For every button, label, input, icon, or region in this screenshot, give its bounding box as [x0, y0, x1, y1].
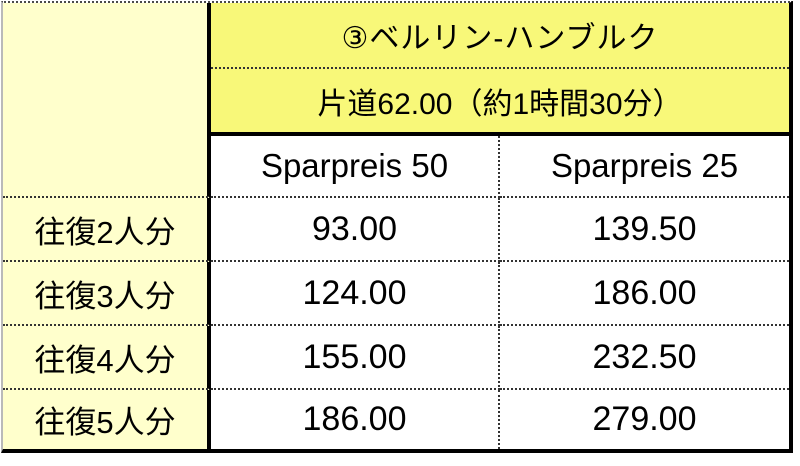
row-label-4-persons: 往復4人分 [3, 326, 211, 390]
corner-cell [3, 3, 211, 198]
row-label-5-persons: 往復5人分 [3, 390, 211, 449]
column-header-sparpreis-50: Sparpreis 50 [211, 136, 500, 198]
one-way-fare-note: 片道62.00（約1時間30分） [211, 69, 789, 136]
price-5-persons-sparpreis50: 186.00 [211, 390, 500, 449]
price-3-persons-sparpreis50: 124.00 [211, 262, 500, 326]
price-4-persons-sparpreis25: 232.50 [500, 326, 789, 390]
price-4-persons-sparpreis50: 155.00 [211, 326, 500, 390]
column-header-sparpreis-25: Sparpreis 25 [500, 136, 789, 198]
row-label-3-persons: 往復3人分 [3, 262, 211, 326]
fare-table: ③ベルリン-ハンブルク 片道62.00（約1時間30分） Sparpreis 5… [1, 1, 793, 453]
price-2-persons-sparpreis25: 139.50 [500, 198, 789, 262]
route-title: ③ベルリン-ハンブルク [211, 3, 789, 69]
row-label-2-persons: 往復2人分 [3, 198, 211, 262]
price-2-persons-sparpreis50: 93.00 [211, 198, 500, 262]
price-3-persons-sparpreis25: 186.00 [500, 262, 789, 326]
price-5-persons-sparpreis25: 279.00 [500, 390, 789, 449]
